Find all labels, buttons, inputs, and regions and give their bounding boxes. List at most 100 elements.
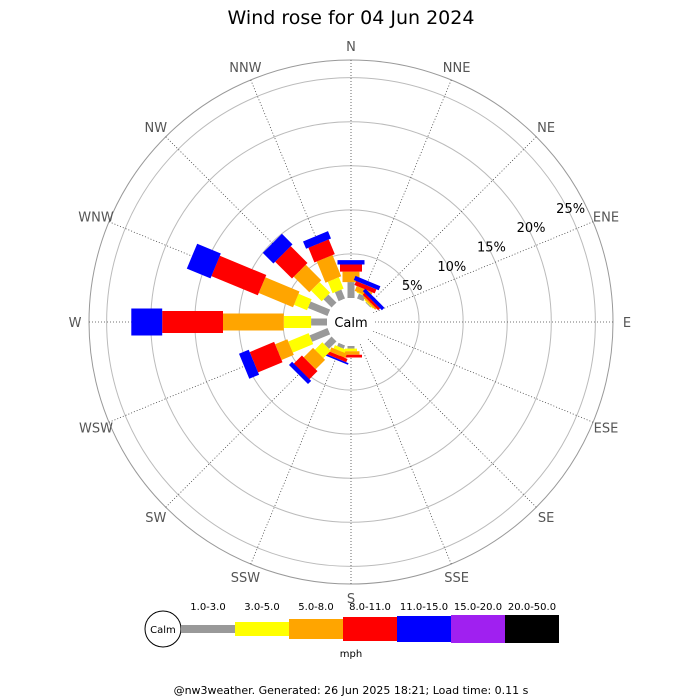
- legend-label-5: 11.0-15.0: [400, 602, 448, 613]
- chart-title: Wind rose for 04 Jun 2024: [228, 7, 475, 29]
- speed-legend: Calm 1.0-3.0 3.0-5.0 5.0-8.0 8.0-11.0 11.0-1…: [144, 602, 559, 660]
- bar-w-bin-1: [311, 318, 327, 326]
- bar-nw-bin-3: [293, 264, 322, 293]
- bar-w-bin-2: [283, 316, 312, 328]
- bar-n-bin-5: [337, 260, 365, 265]
- direction-label-se: SE: [538, 511, 554, 526]
- ring-label-10: 10%: [437, 260, 466, 275]
- bar-ssw-bin-1: [337, 342, 345, 349]
- bar-nnw-bin-2: [327, 277, 344, 294]
- bar-nnw-bin-5: [303, 231, 331, 249]
- direction-label-ene: ENE: [593, 210, 619, 225]
- legend-label-7: 20.0-50.0: [508, 602, 556, 613]
- ring-labels: 5% 10% 15% 20% 25%: [402, 202, 585, 294]
- direction-label-nw: NW: [145, 121, 168, 136]
- bar-nne-bin-4: [354, 281, 377, 294]
- bar-nnw-bin-3: [316, 255, 342, 283]
- bar-ne-bin-2: [364, 299, 374, 309]
- bar-ne-bin-5: [362, 288, 385, 311]
- bar-nnw-bin-4: [308, 239, 335, 263]
- bar-nne-bin-5: [353, 275, 381, 291]
- footer-text: @nw3weather. Generated: 26 Jun 2025 18:2…: [174, 684, 529, 697]
- legend-calm-label: Calm: [150, 625, 176, 636]
- bar-wnw-bin-5: [186, 243, 221, 279]
- bar-w-bin-3: [223, 313, 284, 331]
- legend-swatch-2: [235, 622, 289, 636]
- bar-nw-bin-4: [275, 246, 308, 279]
- bar-nw-bin-5: [262, 233, 293, 264]
- legend-swatch-7: [505, 615, 559, 643]
- direction-label-nne: NNE: [443, 61, 471, 76]
- legend-label-3: 5.0-8.0: [298, 602, 333, 613]
- spoke-nne: [359, 79, 452, 300]
- bar-wnw-bin-2: [294, 293, 312, 311]
- bar-sw-bin-3: [303, 347, 326, 370]
- ring-label-5: 5%: [402, 279, 423, 294]
- bar-ne-bin-1: [365, 301, 372, 308]
- spoke-ese: [373, 330, 594, 423]
- bar-ssw-bin-2: [333, 345, 346, 353]
- direction-label-sse: SSE: [444, 571, 469, 586]
- legend-swatch-6: [451, 615, 505, 643]
- bar-nne-bin-1: [357, 293, 366, 302]
- bar-sw-bin-1: [324, 336, 337, 349]
- bar-n-bin-1: [347, 282, 355, 298]
- legend-units: mph: [340, 649, 362, 660]
- bar-sw-bin-5: [289, 361, 312, 384]
- bar-w-bin-4: [162, 311, 223, 333]
- direction-label-nnw: NNW: [229, 61, 261, 76]
- bar-ssw-bin-4: [325, 350, 348, 363]
- bar-ssw-bin-3: [329, 347, 347, 358]
- spoke-se: [367, 338, 537, 508]
- direction-label-wnw: WNW: [78, 210, 114, 225]
- bar-wsw-bin-2: [288, 333, 314, 353]
- legend-label-4: 8.0-11.0: [349, 602, 391, 613]
- bar-wnw-bin-1: [307, 301, 331, 316]
- legend-swatch-1: [181, 625, 235, 633]
- direction-label-e: E: [623, 316, 631, 331]
- direction-label-s: S: [347, 592, 355, 607]
- ring-label-25: 25%: [556, 202, 585, 217]
- bar-ne-bin-4: [362, 292, 381, 311]
- direction-label-ne: NE: [537, 121, 555, 136]
- calm-center: Calm: [327, 298, 375, 346]
- direction-labels: N NNE NE ENE E ESE SE SSE S SSW SW WSW W WNW NW NNW: [69, 40, 632, 607]
- wind-bars: [131, 231, 385, 384]
- bar-wnw-bin-4: [211, 255, 267, 296]
- spoke-ssw: [250, 344, 343, 565]
- bar-w-bin-5: [131, 308, 163, 336]
- legend-label-6: 15.0-20.0: [454, 602, 502, 613]
- bar-nw-bin-2: [311, 282, 331, 302]
- legend-swatch-4: [343, 617, 397, 641]
- calm-label: Calm: [334, 316, 367, 331]
- legend-label-1: 1.0-3.0: [190, 602, 225, 613]
- bar-s-bin-2: [345, 348, 357, 352]
- bar-nw-bin-1: [323, 294, 337, 308]
- direction-label-sw: SW: [145, 511, 166, 526]
- bar-wsw-bin-1: [309, 328, 331, 342]
- direction-label-n: N: [346, 40, 356, 55]
- bar-sw-bin-4: [293, 355, 318, 380]
- bar-ne-bin-3: [363, 296, 377, 310]
- bar-ssw-bin-5: [322, 352, 349, 365]
- direction-label-wsw: WSW: [79, 422, 113, 437]
- legend-swatch-5: [397, 616, 451, 642]
- bar-wsw-bin-3: [275, 339, 294, 360]
- direction-label-ssw: SSW: [231, 571, 261, 586]
- ring-label-15: 15%: [477, 241, 506, 256]
- bar-wnw-bin-3: [258, 277, 300, 308]
- legend-label-2: 3.0-5.0: [244, 602, 279, 613]
- direction-label-w: W: [69, 316, 82, 331]
- grid-ring-5: [106, 77, 596, 567]
- bar-wsw-bin-4: [249, 341, 283, 373]
- bar-n-bin-4: [340, 264, 362, 272]
- bar-wsw-bin-5: [239, 349, 260, 379]
- bar-sw-bin-2: [314, 342, 331, 359]
- direction-label-ese: ESE: [594, 422, 619, 437]
- legend-swatch-3: [289, 619, 343, 639]
- ring-label-20: 20%: [517, 221, 546, 236]
- spoke-ne: [367, 136, 537, 306]
- bar-nnw-bin-1: [334, 289, 345, 302]
